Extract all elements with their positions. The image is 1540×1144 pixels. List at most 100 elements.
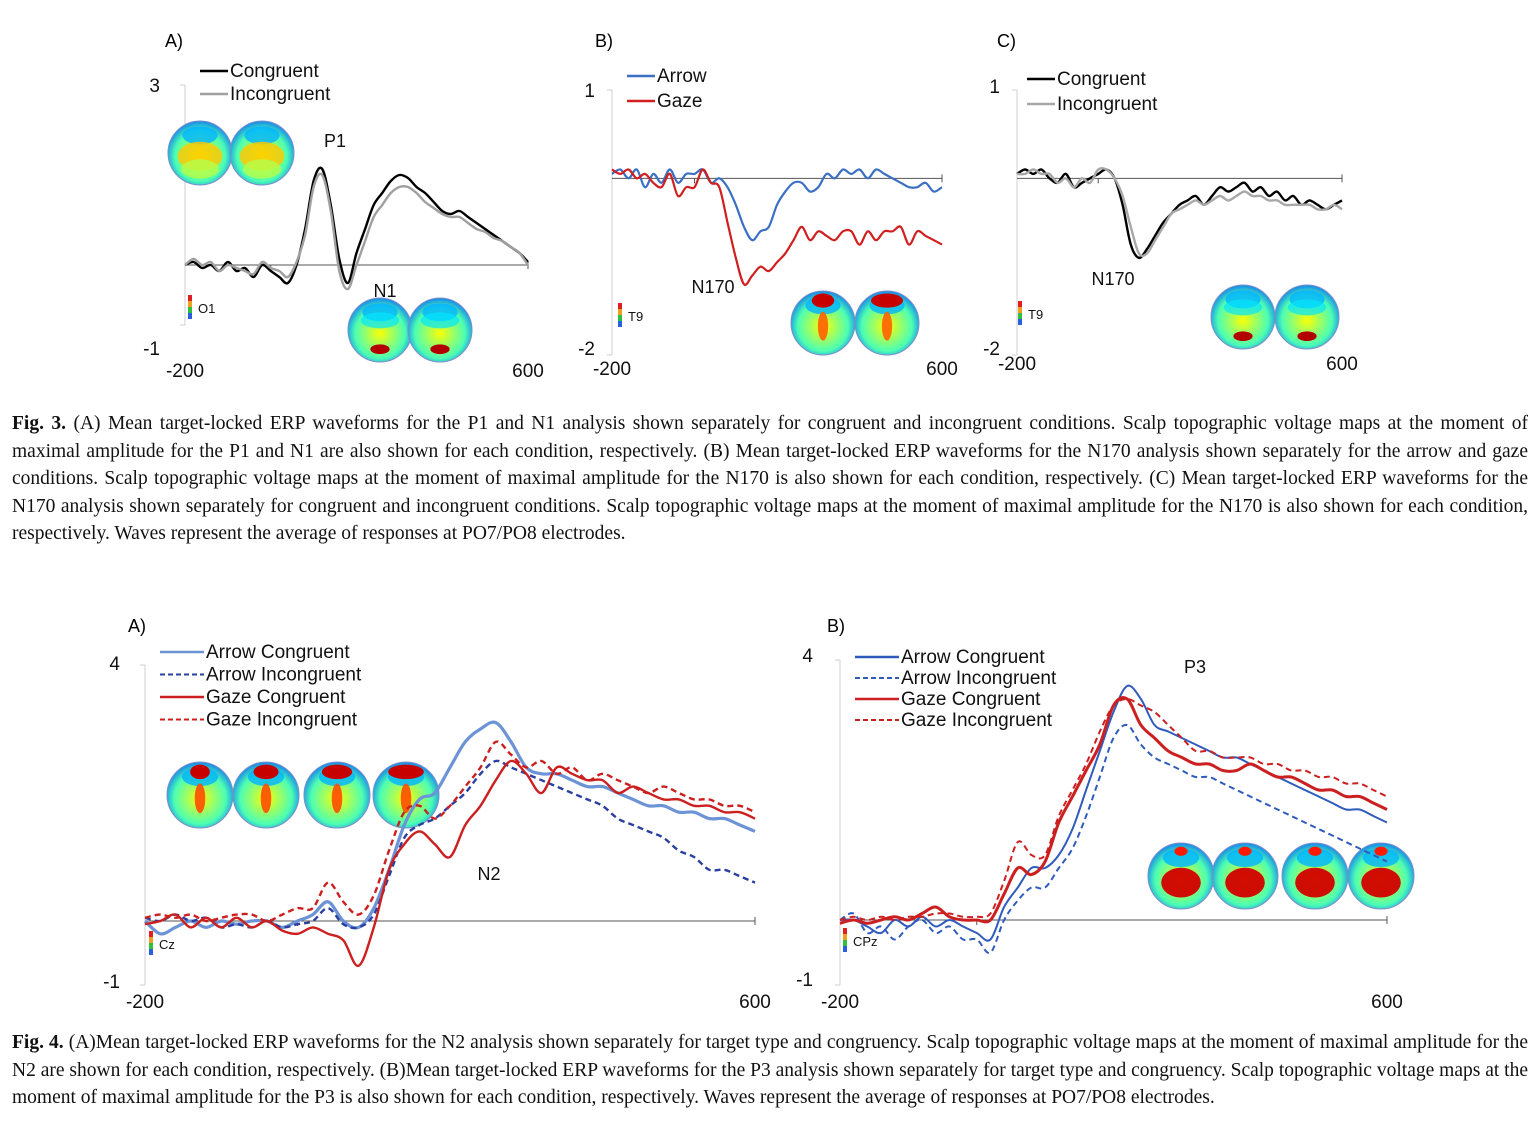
legend-label-incongruent: Incongruent	[1057, 94, 1158, 115]
legend-label-gaze: Gaze	[657, 91, 702, 112]
series-line-arrow-incongruent	[839, 723, 1388, 954]
color-scale-segment	[188, 307, 192, 313]
chart-svg: B) 1 -2-200 600 T9 Arrow Gaze N170	[578, 31, 958, 380]
topomap	[1281, 842, 1349, 910]
figure-3-caption: Fig. 3. (A) Mean target-locked ERP wavef…	[12, 410, 1528, 548]
topomap	[166, 761, 234, 829]
legend-label-arrow-congruent: Arrow Congruent	[206, 642, 350, 663]
topomap-frontal	[182, 126, 218, 145]
topomap	[232, 761, 300, 829]
topomap	[347, 297, 413, 363]
topomap	[1274, 284, 1340, 350]
topomap-spot	[881, 311, 893, 341]
series-line-incongruent	[184, 172, 529, 291]
topomap	[1211, 842, 1279, 910]
x-tick-label: 600	[1326, 354, 1358, 375]
series-line-gaze	[611, 168, 943, 287]
topomap-frontal	[1162, 848, 1200, 868]
topomap-spot	[871, 293, 903, 308]
y-tick-label: -1	[796, 970, 813, 991]
topomap-spot	[817, 311, 829, 341]
x-tick-label: 600	[512, 361, 544, 382]
topomap-spot	[811, 293, 835, 308]
color-scale-segment	[618, 309, 622, 315]
x-tick-label: -200	[126, 992, 164, 1013]
chart-fig3-a: A) 3 -1 -200 600 O1 Congruent Incongruent P1 N1	[130, 25, 550, 385]
caption-text: (A)Mean target-locked ERP waveforms for …	[12, 1032, 1528, 1108]
topomap-spot	[1374, 846, 1388, 856]
y-tick-label: 1	[989, 77, 1000, 98]
series-line-arrow-congruent	[143, 720, 756, 936]
chart-fig4-b: B) 4 -1 -200 600 CPz Arrow Congruent Arrow Inco…	[795, 610, 1420, 1015]
color-scale-segment	[843, 934, 847, 940]
y-tick-label: -1	[143, 339, 160, 360]
color-scale-segment	[843, 940, 847, 946]
color-scale-segment	[149, 949, 153, 955]
topomap-spot	[1297, 331, 1317, 342]
topomap-spot	[190, 764, 210, 780]
electrode-label: Cz	[159, 937, 175, 952]
x-tick-label: 600	[739, 992, 771, 1013]
color-scale-segment	[149, 943, 153, 949]
component-label-p3: P3	[1184, 657, 1206, 677]
topomap-spot	[388, 764, 424, 780]
topomap	[167, 120, 233, 186]
topomap-frontal	[244, 126, 280, 145]
topomap-spot	[321, 764, 353, 780]
component-label-n1: N1	[373, 281, 396, 301]
caption-label: Fig. 3.	[12, 413, 67, 434]
series-line-congruent	[1016, 168, 1343, 260]
legend-label-arrow-incongruent: Arrow Incongruent	[901, 668, 1057, 689]
color-scale-segment	[1018, 301, 1022, 307]
component-label-n170: N170	[1091, 269, 1134, 289]
topomap-spot	[1225, 867, 1265, 898]
topomap-spot	[1308, 846, 1322, 856]
electrode-label: CPz	[853, 934, 878, 949]
topomap-spot	[360, 312, 400, 329]
y-tick-label: 4	[802, 646, 813, 667]
color-scale-segment	[618, 315, 622, 321]
legend-label-gaze-congruent: Gaze Congruent	[206, 687, 346, 708]
electrode-label: T9	[1028, 307, 1043, 322]
series-line-gaze-congruent	[144, 759, 756, 967]
topomap	[407, 297, 473, 363]
series-line-arrow-congruent	[839, 684, 1388, 942]
chart-svg: C) 1 -2-200 600 T9 Congruent Incongruent N170	[983, 31, 1358, 375]
panel-label: B)	[595, 31, 613, 51]
topomap-spot	[253, 764, 279, 780]
x-tick-label: -200	[593, 359, 631, 380]
color-scale-segment	[149, 937, 153, 943]
y-tick-label: -2	[578, 339, 595, 360]
series-line-incongruent	[1016, 166, 1343, 258]
color-scale-segment	[188, 301, 192, 307]
topomap-spot	[242, 159, 282, 179]
topomap-frontal	[1362, 848, 1400, 868]
legend-label-gaze-congruent: Gaze Congruent	[901, 689, 1041, 710]
topomap	[854, 290, 920, 356]
component-label-p1: P1	[324, 131, 346, 151]
topomap	[1347, 842, 1415, 910]
x-tick-label: 600	[926, 359, 958, 380]
topomap	[229, 120, 295, 186]
x-tick-label: 600	[1371, 992, 1403, 1013]
topomap-spot	[194, 783, 206, 814]
y-tick-label: -1	[103, 972, 120, 993]
color-scale-segment	[149, 931, 153, 937]
topomap-spot	[1223, 299, 1263, 316]
color-scale-segment	[1018, 313, 1022, 319]
topomap	[1147, 842, 1215, 910]
topomap-frontal	[1296, 848, 1334, 868]
electrode-label: T9	[628, 309, 643, 324]
topomap-frontal	[1226, 848, 1264, 868]
topomap-spot	[1161, 867, 1201, 898]
topomap-spot	[1287, 299, 1327, 316]
y-tick-label: 1	[584, 81, 595, 102]
color-scale-segment	[188, 313, 192, 319]
topomap-spot	[260, 783, 272, 814]
color-scale-segment	[618, 321, 622, 327]
color-scale-segment	[1018, 319, 1022, 325]
legend-label-arrow-incongruent: Arrow Incongruent	[206, 665, 362, 686]
series-line-gaze-incongruent	[144, 740, 756, 923]
chart-fig4-a: A) 4 -1 -200 600 Cz Arrow Congruent Arrow Incon…	[100, 610, 780, 1015]
